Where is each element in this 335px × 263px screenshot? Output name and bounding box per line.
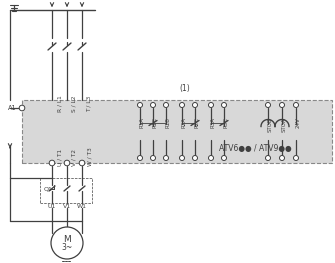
Circle shape — [279, 103, 284, 108]
Circle shape — [49, 160, 55, 166]
Text: R1A: R1A — [139, 117, 144, 128]
Text: R2C: R2C — [195, 117, 200, 128]
Circle shape — [79, 160, 85, 166]
Text: STOB: STOB — [268, 117, 272, 132]
Text: M: M — [63, 235, 71, 244]
Circle shape — [137, 155, 142, 160]
Circle shape — [180, 103, 185, 108]
Text: 3~: 3~ — [61, 242, 73, 251]
Text: ATV6●● / ATV9●●: ATV6●● / ATV9●● — [219, 144, 291, 154]
Text: STOA: STOA — [281, 117, 286, 132]
Circle shape — [193, 103, 198, 108]
Circle shape — [266, 155, 270, 160]
Text: V / T2: V / T2 — [72, 149, 77, 165]
Text: U1: U1 — [48, 204, 56, 209]
Text: R3C: R3C — [223, 117, 228, 128]
Text: R3A: R3A — [210, 117, 215, 128]
Bar — [40, 178, 92, 203]
Text: R1C: R1C — [152, 117, 157, 128]
Circle shape — [150, 103, 155, 108]
Text: V1: V1 — [63, 204, 71, 209]
Circle shape — [221, 155, 226, 160]
Text: W1: W1 — [77, 204, 87, 209]
Circle shape — [137, 103, 142, 108]
Circle shape — [64, 160, 70, 166]
Text: R1B: R1B — [165, 117, 171, 128]
Circle shape — [163, 103, 169, 108]
FancyBboxPatch shape — [22, 100, 332, 163]
Circle shape — [293, 155, 298, 160]
Circle shape — [150, 155, 155, 160]
Circle shape — [293, 103, 298, 108]
Text: S / L2: S / L2 — [72, 96, 77, 112]
Text: R / L1: R / L1 — [57, 96, 62, 112]
Text: T / L3: T / L3 — [87, 96, 92, 112]
Text: U / T1: U / T1 — [57, 148, 62, 166]
Circle shape — [163, 155, 169, 160]
Text: (1): (1) — [180, 83, 190, 93]
Circle shape — [266, 103, 270, 108]
Text: 24V: 24V — [295, 117, 300, 128]
Circle shape — [51, 227, 83, 259]
Text: W / T3: W / T3 — [87, 148, 92, 166]
Circle shape — [279, 155, 284, 160]
Circle shape — [208, 155, 213, 160]
Circle shape — [180, 155, 185, 160]
Circle shape — [19, 105, 25, 111]
Text: Q1: Q1 — [44, 186, 53, 191]
Circle shape — [221, 103, 226, 108]
Circle shape — [193, 155, 198, 160]
Text: R2A: R2A — [182, 117, 187, 128]
Text: A1: A1 — [8, 105, 16, 111]
Circle shape — [208, 103, 213, 108]
